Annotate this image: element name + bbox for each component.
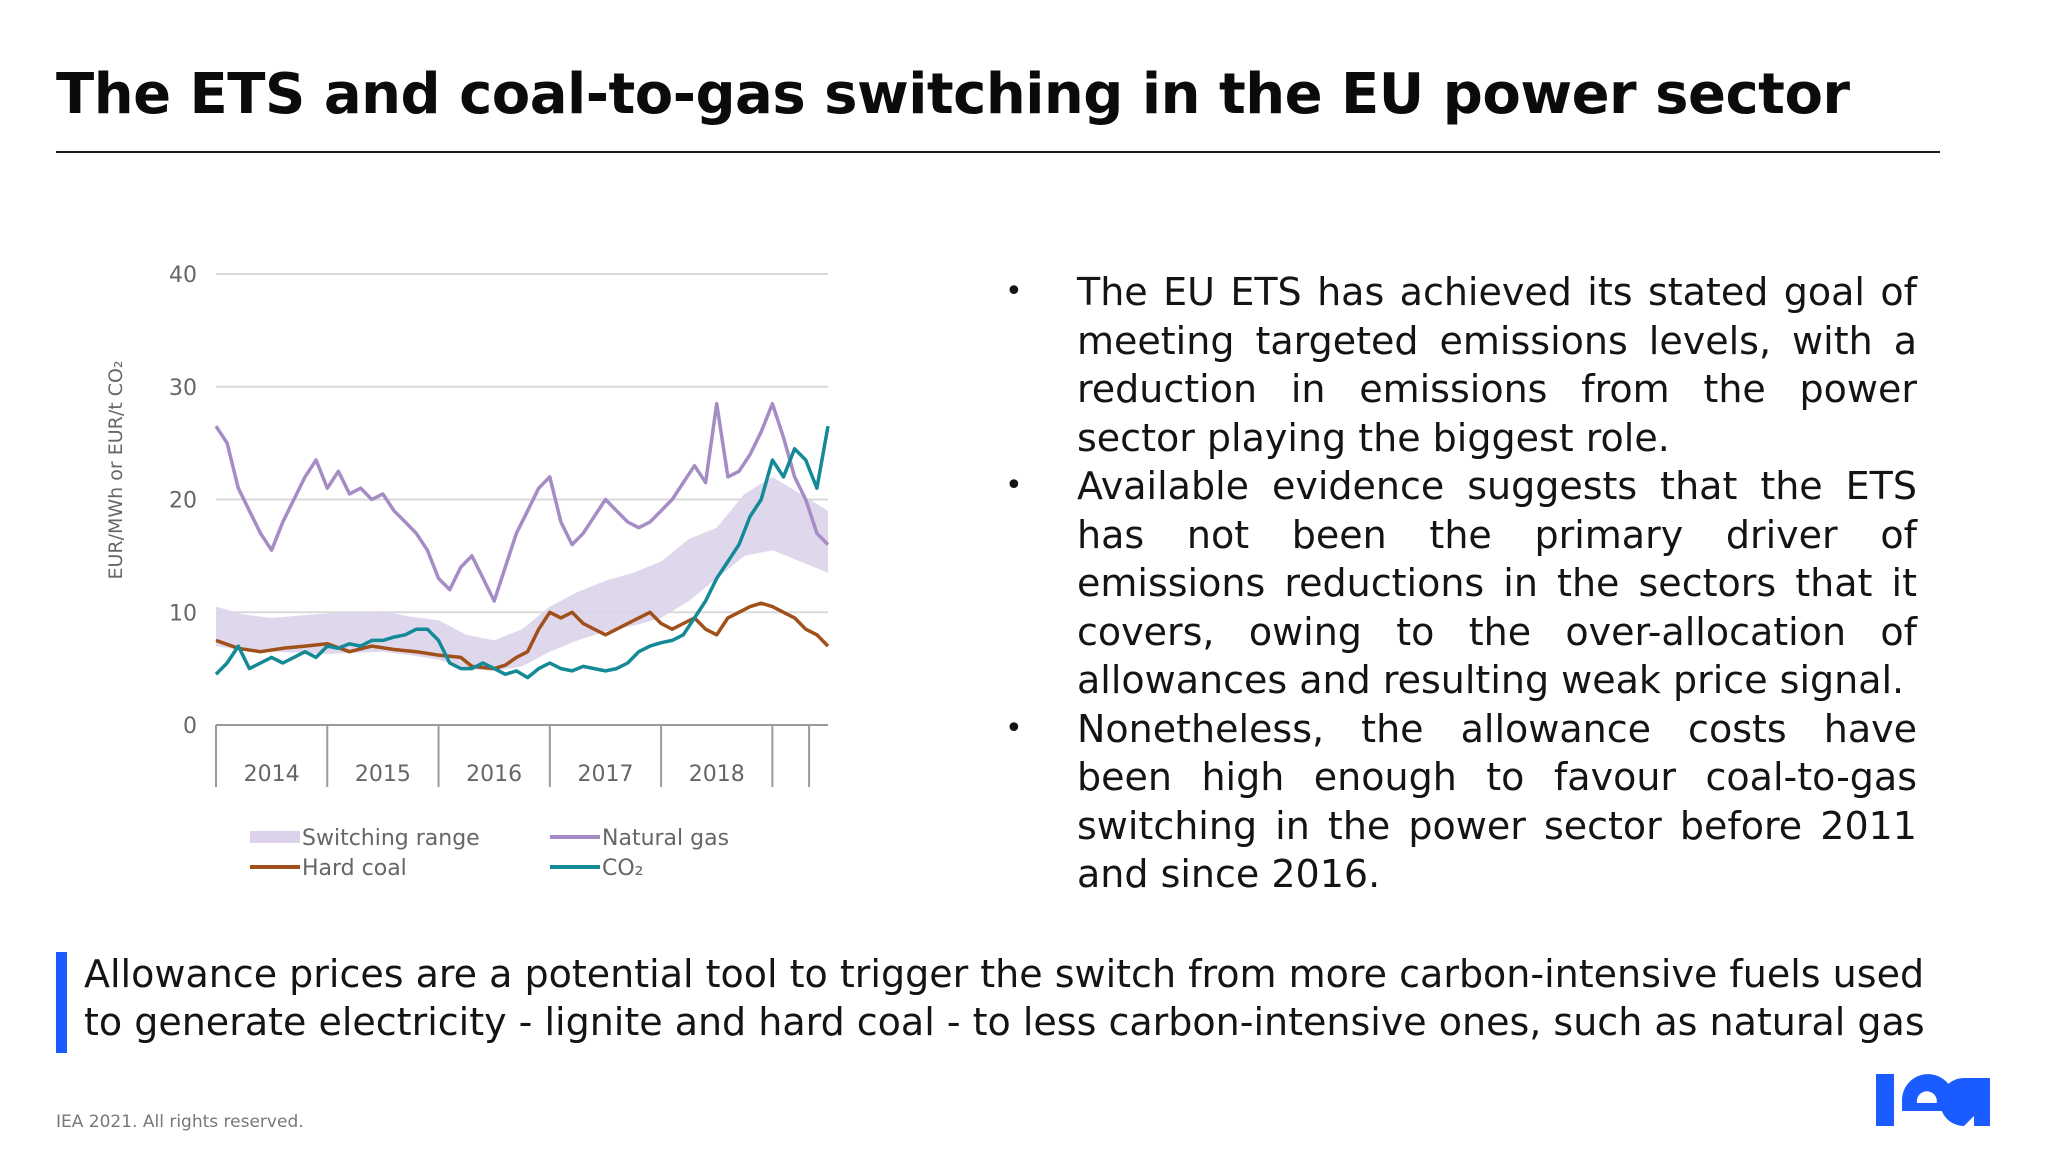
switching-range-band <box>216 476 828 671</box>
switching-range-area <box>216 476 828 671</box>
legend-switching-range-swatch <box>250 831 300 843</box>
x-tick-label: 2014 <box>244 762 300 787</box>
grid-lines <box>216 273 828 614</box>
bullet-item: The EU ETS has achieved its stated goal … <box>1005 268 1917 462</box>
x-tick-label: 2018 <box>689 762 745 787</box>
y-tick-label: 30 <box>169 376 197 401</box>
bullet-list: The EU ETS has achieved its stated goal … <box>1005 268 1917 899</box>
bullet-item: Available evidence suggests that the ETS… <box>1005 462 1917 705</box>
series-lines <box>214 401 830 680</box>
x-tick-label: 2016 <box>466 762 522 787</box>
legend-natural-gas-label: Natural gas <box>602 826 729 851</box>
legend-co2-label: CO₂ <box>602 856 644 881</box>
y-tick-label: 20 <box>169 489 197 514</box>
natural-gas-line <box>214 401 830 603</box>
y-axis-label: EUR/MWh or EUR/t CO₂ <box>105 360 127 579</box>
y-tick-labels: 0 10 20 30 40 <box>169 263 197 739</box>
logo-i-stem <box>1876 1074 1894 1126</box>
slide-title: The ETS and coal-to-gas switching in the… <box>56 62 1850 127</box>
y-tick-label: 40 <box>169 263 197 288</box>
hard-coal-line <box>215 601 830 671</box>
y-tick-label: 0 <box>183 714 197 739</box>
logo-a <box>1940 1078 1990 1126</box>
callout-accent-bar <box>56 952 67 1053</box>
x-axis: 2014 2015 2016 2017 2018 <box>215 724 828 787</box>
chart-area: 0 10 20 30 40 EUR/MWh or EUR/t CO₂ 2014 2015 2… <box>80 240 860 900</box>
y-tick-label: 10 <box>169 601 197 626</box>
callout-text: Allowance prices are a potential tool to… <box>84 952 1925 1044</box>
bullet-item: Nonetheless, the allowance costs have be… <box>1005 705 1917 899</box>
legend: Switching range Natural gas Hard coal CO₂ <box>250 826 729 881</box>
copyright-footer: IEA 2021. All rights reserved. <box>56 1112 304 1132</box>
title-divider <box>56 151 1940 153</box>
co2-line <box>214 425 830 680</box>
legend-hard-coal-label: Hard coal <box>302 856 407 881</box>
x-tick-label: 2015 <box>355 762 411 787</box>
iea-logo <box>1876 1074 1990 1126</box>
x-tick-label: 2017 <box>577 762 633 787</box>
legend-switching-range-label: Switching range <box>302 826 480 851</box>
